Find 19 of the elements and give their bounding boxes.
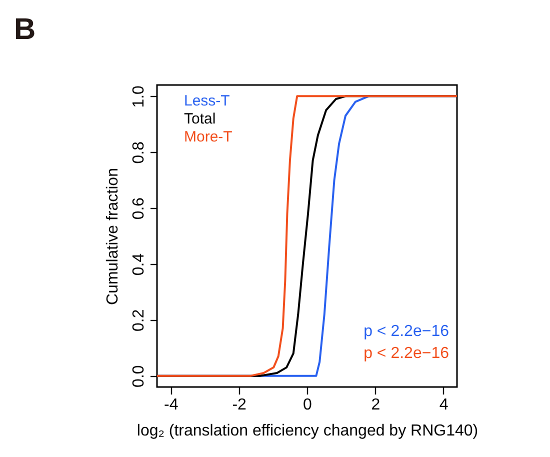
y-tick-label: 0.4 <box>130 253 148 276</box>
annotation: p < 2.2e−16 <box>364 323 450 340</box>
x-tick-label: -4 <box>164 396 178 414</box>
y-tick-label: 1.0 <box>130 85 148 108</box>
text: Total <box>184 110 216 128</box>
x-tick-label: -2 <box>232 396 247 414</box>
x-tick-label: 2 <box>371 396 380 414</box>
y-tick-label: 0.0 <box>130 365 148 388</box>
text: More-T <box>184 128 232 146</box>
chart-title: B <box>14 13 36 46</box>
y-axis-title: Cumulative fraction <box>104 168 122 305</box>
annotation: p < 2.2e−16 <box>364 345 450 362</box>
text: Less-T <box>184 92 230 110</box>
x-tick-label: 4 <box>439 396 448 414</box>
y-tick-label: 0.6 <box>130 197 148 220</box>
y-tick-label: 0.8 <box>130 141 148 164</box>
x-axis-title: log₂ (translation efficiency changed by RNG140) <box>136 422 478 440</box>
x-tick-label: 0 <box>303 396 312 414</box>
y-tick-label: 0.2 <box>130 309 148 332</box>
